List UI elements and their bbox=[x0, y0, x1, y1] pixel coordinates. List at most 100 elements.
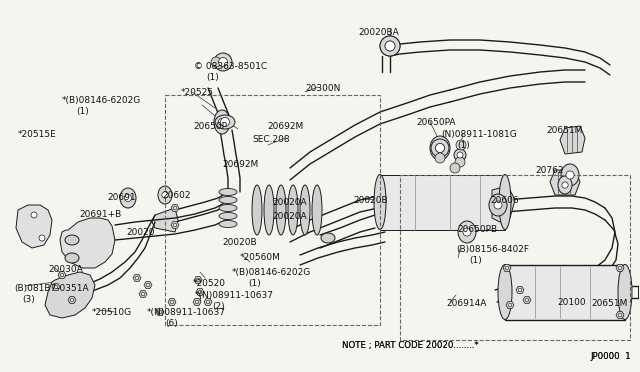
Bar bbox=[380, 175, 505, 230]
Circle shape bbox=[39, 235, 45, 241]
Text: 20650P: 20650P bbox=[193, 122, 227, 131]
Circle shape bbox=[173, 206, 177, 210]
Circle shape bbox=[463, 228, 471, 236]
Circle shape bbox=[380, 36, 400, 56]
Text: © 08363-8501C: © 08363-8501C bbox=[194, 62, 267, 71]
Ellipse shape bbox=[219, 221, 237, 228]
Text: *20520: *20520 bbox=[193, 279, 226, 288]
Polygon shape bbox=[58, 272, 66, 279]
Circle shape bbox=[562, 182, 568, 188]
Circle shape bbox=[435, 144, 445, 153]
Ellipse shape bbox=[430, 136, 450, 160]
Circle shape bbox=[162, 192, 168, 198]
Ellipse shape bbox=[219, 212, 237, 219]
Text: 20020A: 20020A bbox=[272, 198, 307, 207]
Polygon shape bbox=[616, 311, 624, 318]
Circle shape bbox=[385, 41, 395, 51]
Ellipse shape bbox=[219, 205, 237, 212]
Text: *(B)08146-6202G: *(B)08146-6202G bbox=[232, 268, 311, 277]
Polygon shape bbox=[616, 264, 624, 272]
Ellipse shape bbox=[264, 185, 274, 235]
Ellipse shape bbox=[65, 253, 79, 263]
Circle shape bbox=[455, 157, 465, 167]
Text: 20300N: 20300N bbox=[305, 84, 340, 93]
Text: 20692M: 20692M bbox=[267, 122, 303, 131]
Text: 20650PB: 20650PB bbox=[457, 225, 497, 234]
Ellipse shape bbox=[489, 194, 507, 216]
Circle shape bbox=[198, 290, 202, 294]
Circle shape bbox=[221, 118, 230, 126]
Text: 20020: 20020 bbox=[126, 228, 154, 237]
Text: 20692M: 20692M bbox=[222, 160, 259, 169]
Polygon shape bbox=[523, 296, 531, 304]
Polygon shape bbox=[506, 302, 514, 308]
Text: (6): (6) bbox=[165, 319, 178, 328]
Circle shape bbox=[170, 300, 174, 304]
Circle shape bbox=[196, 278, 200, 282]
Text: *20525: *20525 bbox=[181, 88, 214, 97]
Text: 20100: 20100 bbox=[557, 298, 586, 307]
Circle shape bbox=[431, 139, 449, 157]
Text: JP0000  1: JP0000 1 bbox=[590, 352, 630, 361]
Text: 20691+B: 20691+B bbox=[79, 210, 121, 219]
Circle shape bbox=[450, 163, 460, 173]
Polygon shape bbox=[52, 283, 60, 291]
Text: (2): (2) bbox=[212, 302, 225, 311]
Text: 20691: 20691 bbox=[107, 193, 136, 202]
Circle shape bbox=[618, 313, 622, 317]
Text: (1): (1) bbox=[206, 73, 219, 82]
Text: *20510G: *20510G bbox=[92, 308, 132, 317]
Text: NOTE ; PART CODE 20020........*: NOTE ; PART CODE 20020........* bbox=[342, 341, 479, 350]
Circle shape bbox=[195, 300, 199, 304]
Text: (1): (1) bbox=[248, 279, 260, 288]
Ellipse shape bbox=[214, 110, 230, 134]
Text: *20560M: *20560M bbox=[240, 253, 281, 262]
Circle shape bbox=[173, 223, 177, 227]
Circle shape bbox=[518, 288, 522, 292]
Circle shape bbox=[380, 36, 400, 56]
Bar bbox=[400, 175, 630, 340]
Ellipse shape bbox=[558, 176, 572, 194]
Text: 206914A: 206914A bbox=[446, 299, 486, 308]
Polygon shape bbox=[16, 205, 52, 248]
Ellipse shape bbox=[219, 196, 237, 203]
Circle shape bbox=[385, 41, 395, 51]
Polygon shape bbox=[144, 282, 152, 288]
Text: (1): (1) bbox=[469, 256, 482, 265]
Text: 20020B: 20020B bbox=[353, 196, 388, 205]
Circle shape bbox=[70, 298, 74, 302]
Polygon shape bbox=[168, 299, 176, 305]
Polygon shape bbox=[171, 205, 179, 211]
Text: 20020A: 20020A bbox=[272, 212, 307, 221]
Ellipse shape bbox=[321, 233, 335, 243]
Circle shape bbox=[505, 266, 509, 270]
Text: (B)081B7-0351A: (B)081B7-0351A bbox=[14, 284, 88, 293]
Ellipse shape bbox=[312, 185, 322, 235]
Polygon shape bbox=[68, 296, 76, 304]
Polygon shape bbox=[152, 208, 178, 232]
Ellipse shape bbox=[458, 221, 476, 243]
Text: 20030A: 20030A bbox=[48, 265, 83, 274]
Ellipse shape bbox=[498, 264, 512, 320]
Ellipse shape bbox=[252, 185, 262, 235]
Ellipse shape bbox=[300, 185, 310, 235]
Ellipse shape bbox=[158, 186, 172, 204]
Ellipse shape bbox=[65, 235, 79, 245]
Circle shape bbox=[508, 303, 512, 307]
Text: *(B)08146-6202G: *(B)08146-6202G bbox=[62, 96, 141, 105]
Circle shape bbox=[618, 266, 622, 270]
Text: 20020BA: 20020BA bbox=[358, 28, 399, 37]
Polygon shape bbox=[45, 272, 95, 318]
Circle shape bbox=[218, 118, 226, 126]
Ellipse shape bbox=[215, 115, 235, 129]
Circle shape bbox=[435, 153, 445, 163]
Ellipse shape bbox=[499, 174, 511, 230]
Circle shape bbox=[211, 57, 221, 67]
Text: (B)08156-8402F: (B)08156-8402F bbox=[456, 245, 529, 254]
Ellipse shape bbox=[276, 185, 286, 235]
Circle shape bbox=[456, 140, 466, 150]
Circle shape bbox=[146, 283, 150, 287]
Circle shape bbox=[54, 285, 58, 289]
Text: (1): (1) bbox=[76, 107, 89, 116]
Circle shape bbox=[158, 310, 162, 314]
